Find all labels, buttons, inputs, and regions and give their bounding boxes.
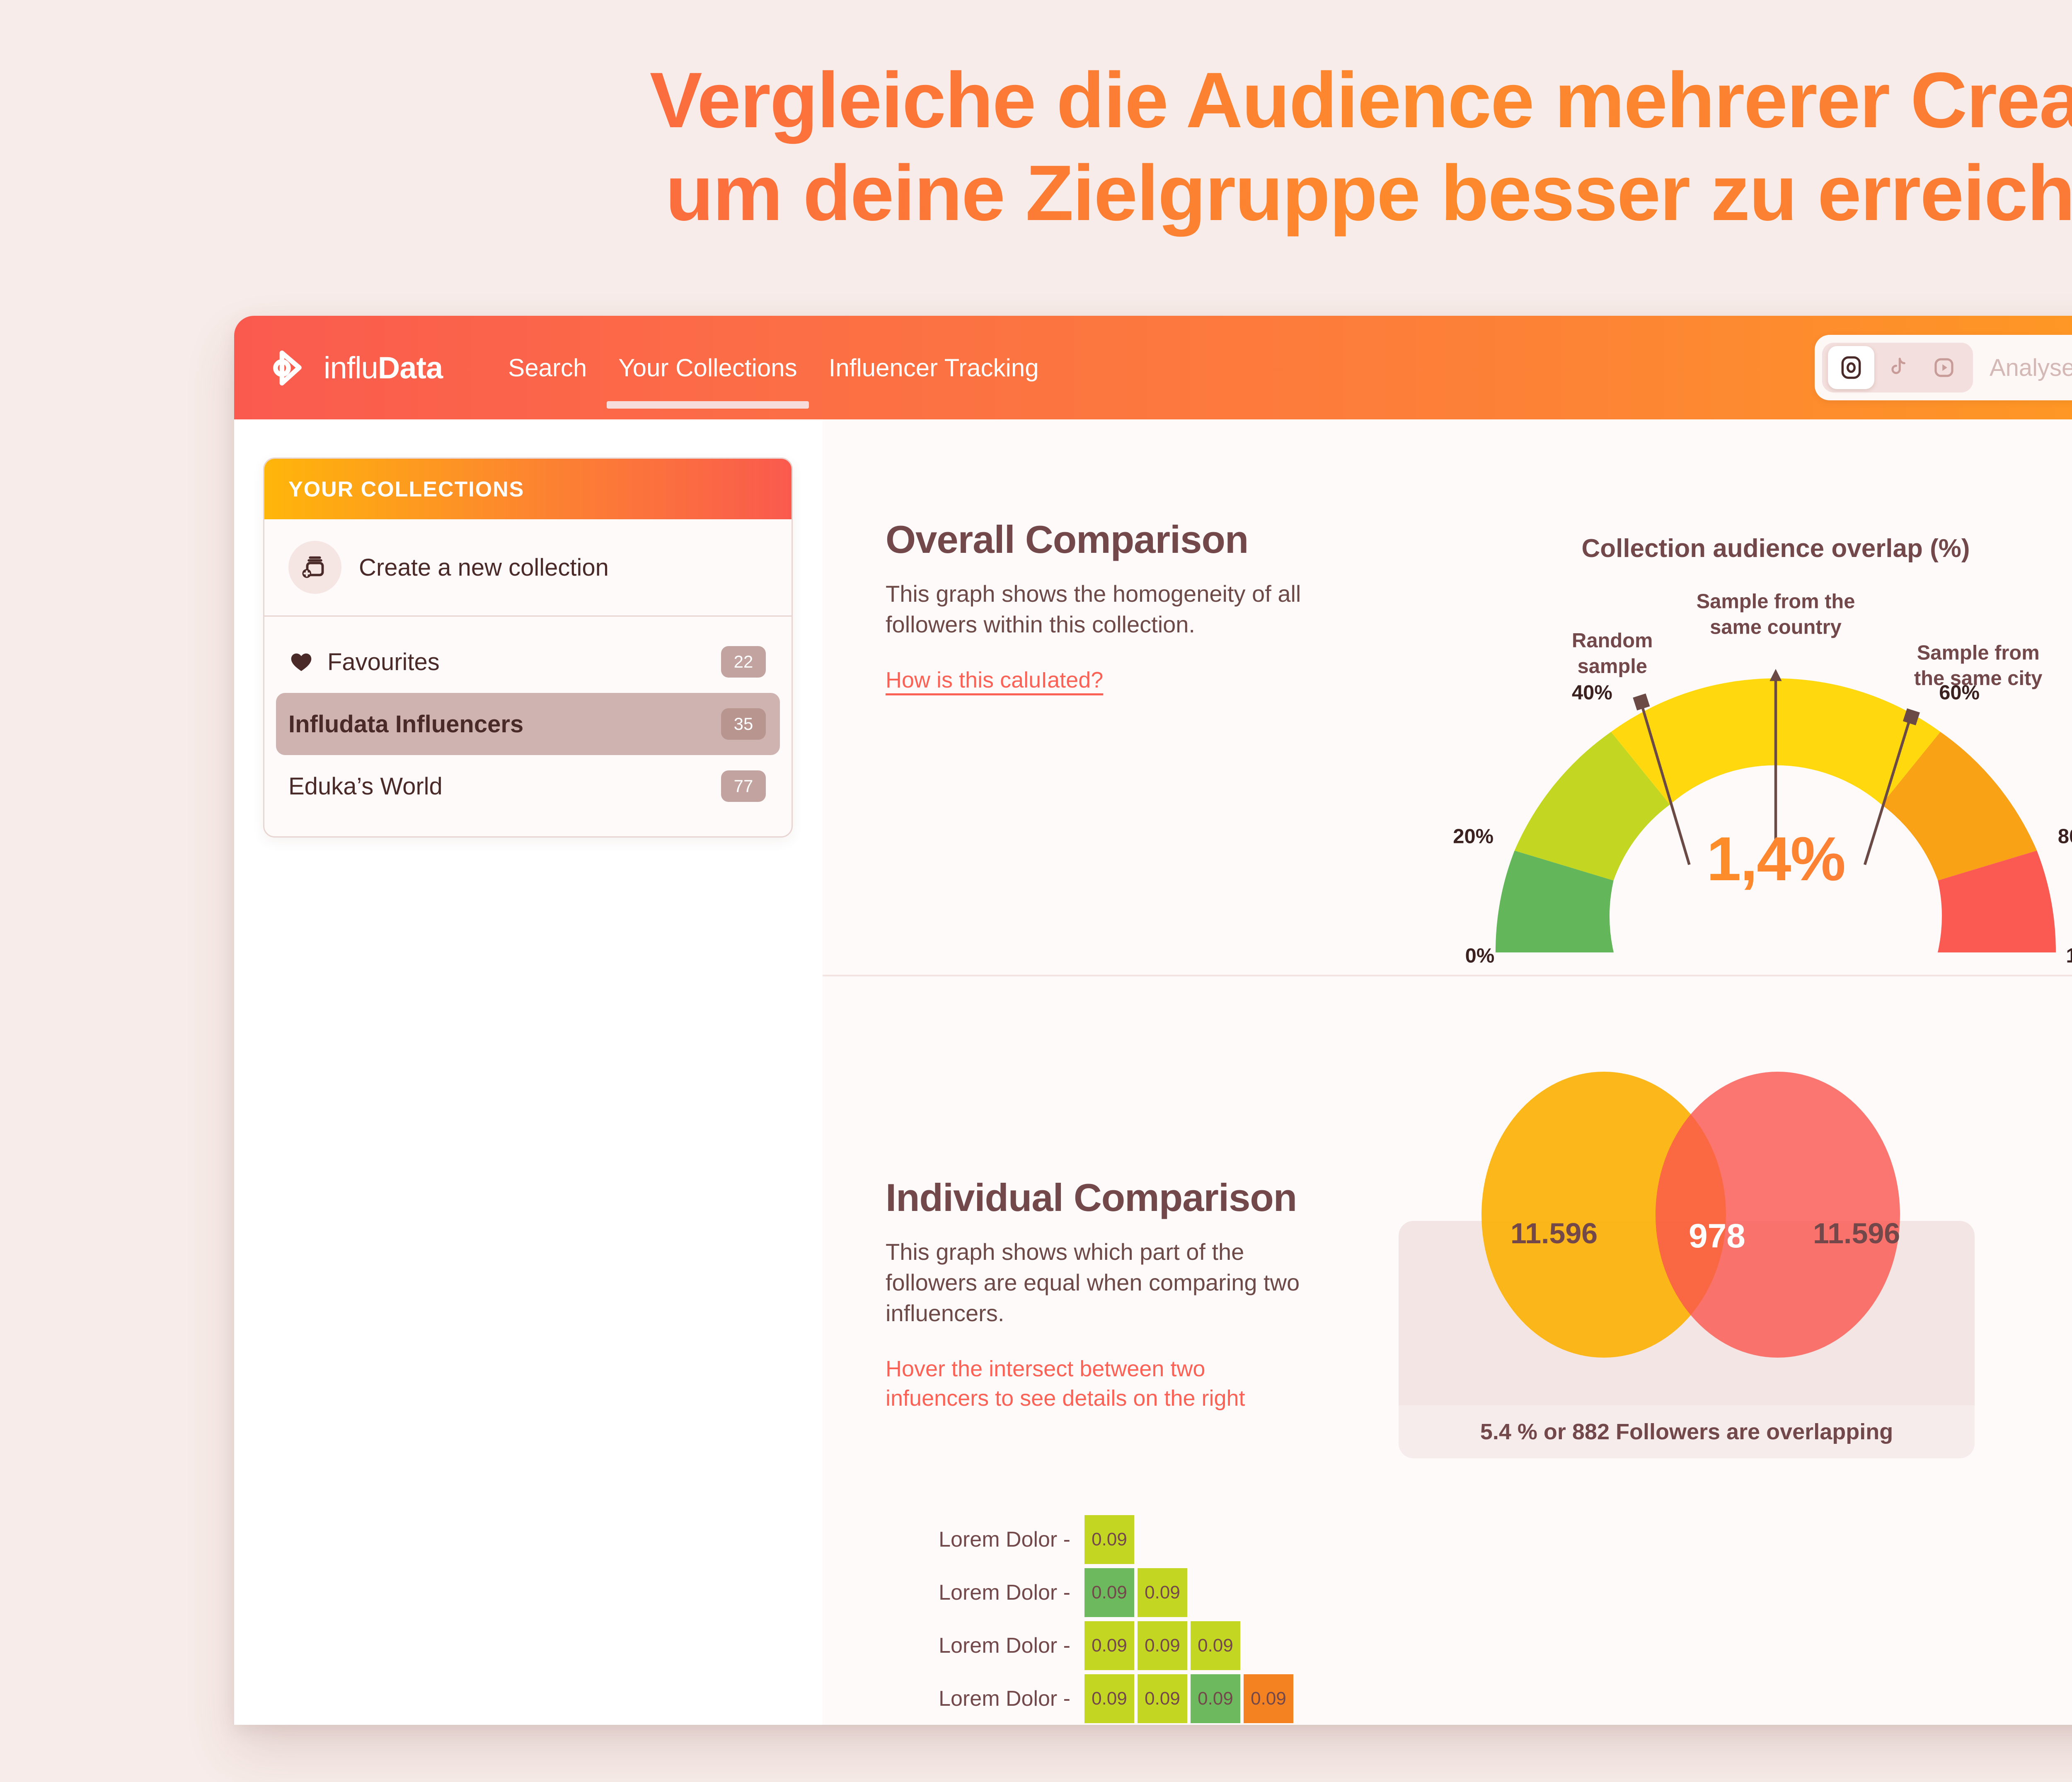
gauge-tick-20: 20% xyxy=(1453,825,1493,847)
matrix-cell[interactable]: 0.09 xyxy=(1084,1674,1134,1723)
main-content: Overall Comparison This graph shows the … xyxy=(823,419,2072,1725)
overall-comparison-text: Overall Comparison This graph shows the … xyxy=(823,517,1303,693)
matrix-row-label: Lorem Dolor - xyxy=(939,1581,1070,1605)
add-collection-icon xyxy=(288,541,341,594)
table-row: Lorem Dolor - 0.09 0.09 xyxy=(886,1568,2072,1617)
collection-audience-overlap-gauge: Collection audience overlap (%) xyxy=(1423,534,2072,968)
venn-footer-summary: 5.4 % or 882 Followers are overlapping xyxy=(1399,1405,1975,1458)
nav-tab-search[interactable]: Search xyxy=(508,353,587,382)
matrix-row-label: Lorem Dolor - xyxy=(939,1687,1070,1711)
page-headline: Vergleiche die Audience mehrerer Creator… xyxy=(0,0,2072,240)
brand-name: influData xyxy=(324,350,443,385)
gauge-annotation-random-sample: Random sample xyxy=(1572,630,1653,678)
matrix-cell[interactable]: 0.09 xyxy=(1084,1515,1134,1564)
matrix-cell[interactable]: 0.09 xyxy=(1244,1674,1293,1723)
create-new-collection-button[interactable]: Create a new collection xyxy=(264,519,792,617)
individual-comparison-title: Individual Comparison xyxy=(886,1176,1297,1219)
gauge-chart-container: Collection audience overlap (%) xyxy=(1303,517,2072,968)
nav-right-group: FAQs xyxy=(1814,335,2072,400)
gauge-annotation-same-country: Sample from the same country xyxy=(1697,590,1855,638)
collections-header: YOUR COLLECTIONS xyxy=(264,459,792,519)
collection-count-badge: 22 xyxy=(721,646,766,678)
platform-selector xyxy=(1822,343,1973,392)
tiktok-icon[interactable] xyxy=(1874,346,1921,389)
individual-comparison-text: Individual Comparison This graph shows w… xyxy=(823,1039,1303,1413)
collection-count-badge: 77 xyxy=(721,770,766,802)
search-bar xyxy=(1814,335,2072,400)
individual-comparison-description: This graph shows which part of the follo… xyxy=(886,1239,1300,1326)
gauge-value: 1,4% xyxy=(1423,823,2072,895)
overall-comparison-title: Overall Comparison xyxy=(886,518,1249,561)
gauge-tick-100: 100% xyxy=(2066,945,2072,967)
matrix-cell[interactable]: 0.09 xyxy=(1138,1621,1187,1670)
collection-name: Eduka’s World xyxy=(288,772,443,800)
brand[interactable]: influData xyxy=(266,346,443,389)
search-input[interactable] xyxy=(1973,353,2072,382)
gauge-annotation-same-city: Sample from the same city xyxy=(1914,642,2043,690)
gauge-annotation-lines xyxy=(1639,674,1912,865)
individual-comparison-matrix: Lorem Dolor - 0.09 Lorem Dolor - 0.09 0.… xyxy=(823,1474,2072,1723)
table-row: Lorem Dolor - 0.09 0.09 0.09 xyxy=(886,1621,2072,1670)
instagram-icon[interactable] xyxy=(1828,346,1874,389)
collection-name: Infludata Influencers xyxy=(288,710,524,738)
collections-card: YOUR COLLECTIONS Create a new collection xyxy=(263,458,793,838)
app-body: YOUR COLLECTIONS Create a new collection xyxy=(234,419,2072,1725)
collection-count-badge: 35 xyxy=(721,708,766,740)
table-row: Lorem Dolor - 0.09 0.09 0.09 0.09 xyxy=(886,1674,2072,1723)
venn-value-intersection: 978 xyxy=(1689,1217,1745,1255)
venn-circle-b xyxy=(1656,1072,1900,1358)
heart-icon xyxy=(288,649,314,675)
headline-line-2: um deine Zielgruppe besser zu erreichen. xyxy=(665,149,2072,237)
table-row: Lorem Dolor - 0.09 xyxy=(886,1515,2072,1564)
collection-item-edukas-world[interactable]: Eduka’s World 77 xyxy=(276,755,780,817)
collections-list: Favourites 22 Infludata Influencers 35 E… xyxy=(264,617,792,836)
gauge-tick-80: 80% xyxy=(2058,825,2072,847)
venn-diagram[interactable]: 11.596 978 11.596 Username A Username B … xyxy=(1399,1055,1999,1474)
gauge-marker-random-sample xyxy=(1633,693,1650,711)
matrix-cell[interactable]: 0.09 xyxy=(1191,1674,1240,1723)
gauge-tick-40: 40% xyxy=(1572,681,1612,704)
gauge-title: Collection audience overlap (%) xyxy=(1581,534,1970,563)
matrix-cell[interactable]: 0.09 xyxy=(1138,1568,1187,1617)
infludata-logo-icon xyxy=(266,346,310,389)
nav-links: Search Your Collections Influencer Track… xyxy=(492,316,1054,419)
gauge-tick-0: 0% xyxy=(1465,945,1495,967)
venn-diagram-container: 11.596 978 11.596 Username A Username B … xyxy=(1303,1039,2072,1474)
matrix-row-label: Lorem Dolor - xyxy=(939,1634,1070,1658)
nav-tab-influencer-tracking[interactable]: Influencer Tracking xyxy=(828,353,1039,382)
individual-comparison-section: Individual Comparison This graph shows w… xyxy=(823,976,2072,1474)
collection-name: Favourites xyxy=(327,648,440,676)
collection-item-infludata-influencers[interactable]: Infludata Influencers 35 xyxy=(276,693,780,755)
venn-value-right: 11.596 xyxy=(1813,1217,1900,1249)
top-navigation-bar: influData Search Your Collections Influe… xyxy=(234,316,2072,419)
gauge-marker-same-city xyxy=(1903,708,1920,726)
gauge-marker-same-country xyxy=(1769,669,1782,681)
individual-comparison-hint: Hover the intersect between two infuence… xyxy=(886,1356,1245,1411)
venn-value-left: 11.596 xyxy=(1510,1217,1598,1249)
overall-comparison-description: This graph shows the homogeneity of all … xyxy=(886,581,1301,637)
matrix-cell[interactable]: 0.09 xyxy=(1191,1621,1240,1670)
how-is-this-calculated-link[interactable]: How is this caluIated? xyxy=(886,667,1104,692)
collection-item-favourites[interactable]: Favourites 22 xyxy=(276,631,780,693)
youtube-icon[interactable] xyxy=(1921,346,1967,389)
matrix-row-label: Lorem Dolor - xyxy=(939,1528,1070,1552)
headline-line-1: Vergleiche die Audience mehrerer Creator… xyxy=(649,56,2072,144)
matrix-cell[interactable]: 0.09 xyxy=(1084,1621,1134,1670)
gauge-tick-60: 60% xyxy=(1939,681,1980,704)
nav-tab-your-collections[interactable]: Your Collections xyxy=(603,316,813,419)
app-window: influData Search Your Collections Influe… xyxy=(234,316,2072,1725)
overall-comparison-section: Overall Comparison This graph shows the … xyxy=(823,419,2072,975)
matrix-cell[interactable]: 0.09 xyxy=(1084,1568,1134,1617)
matrix-cell[interactable]: 0.09 xyxy=(1138,1674,1187,1723)
sidebar: YOUR COLLECTIONS Create a new collection xyxy=(234,419,823,1725)
section-divider xyxy=(823,975,2072,976)
create-new-collection-label: Create a new collection xyxy=(359,554,609,581)
